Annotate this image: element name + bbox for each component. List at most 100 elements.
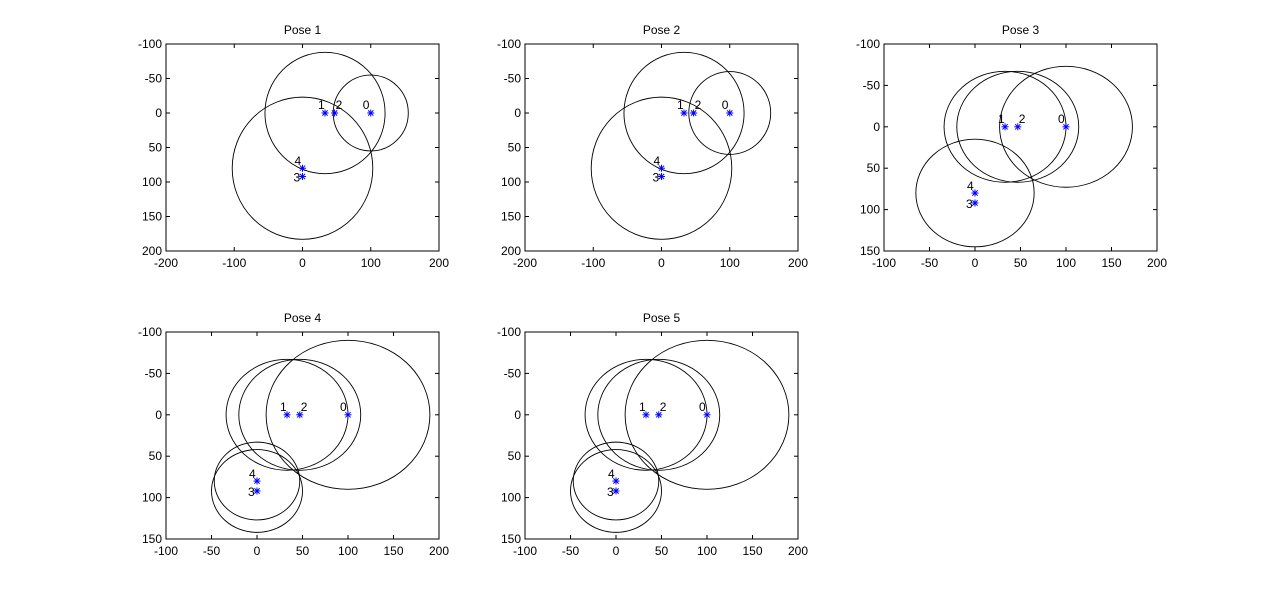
y-tick-label: 200 [501,244,521,258]
point-label: 2 [660,400,667,414]
x-tick-label: 0 [613,544,620,558]
subplot-3: Pose 3 -100 -50 0 50 100 150 200 -100 -50 0 50 100 15… [856,23,1167,270]
point-marker [655,411,663,419]
x-tick-label: 100 [697,544,717,558]
y-tick-label: 0 [873,120,880,134]
axes-box [165,331,440,540]
x-tick-label: 0 [299,256,306,270]
point-marker [253,487,261,495]
y-tick-label: -100 [138,37,162,51]
x-tick-label: 150 [383,544,403,558]
point-label: 1 [677,98,684,112]
x-tick-label: 50 [1014,256,1028,270]
point-label: 0 [363,98,370,112]
point-marker [690,109,698,117]
x-tick-label: 0 [658,256,665,270]
y-tick-label: 50 [508,449,522,463]
point-label: 2 [336,98,343,112]
point-marker [296,411,304,419]
x-tick-label: 150 [742,544,762,558]
point-marker [726,109,734,117]
axes-box [524,43,799,252]
y-tick-label: 100 [142,175,162,189]
x-tick-label: -100 [154,544,178,558]
x-tick-label: -200 [513,256,537,270]
point-label: 0 [1058,112,1065,126]
point-marker [703,411,711,419]
range-circle [999,65,1133,188]
x-tick-label: -100 [222,256,246,270]
axes-box [883,43,1158,252]
y-tick-label: -50 [504,366,522,380]
y-tick-label: 50 [149,141,163,155]
circles-group [231,51,409,240]
range-circle [570,449,662,533]
range-circle [231,96,374,240]
x-tick-label: 200 [1147,256,1167,270]
x-tick-label: -100 [581,256,605,270]
x-tick-label: -50 [921,256,939,270]
circles-group [915,65,1133,248]
y-tick-label: 0 [514,106,521,120]
point-marker [331,109,339,117]
point-marker [253,477,261,485]
point-label: 4 [654,154,661,168]
range-circle [211,449,303,533]
range-circle [597,358,721,471]
subplot-title: Pose 4 [284,311,322,325]
subplot-title: Pose 2 [643,23,681,37]
point-label: 3 [653,170,660,184]
y-tick-label: 0 [155,408,162,422]
range-circle [265,339,431,490]
point-marker [680,109,688,117]
point-label: 4 [967,179,974,193]
point-label: 3 [294,170,301,184]
point-label: 3 [966,197,973,211]
x-tick-label: 100 [361,256,381,270]
point-marker [642,411,650,419]
range-circle [956,70,1080,183]
y-tick-label: 150 [142,532,162,546]
point-label: 0 [699,400,706,414]
point-label: 1 [318,98,325,112]
point-label: 1 [639,400,646,414]
y-tick-label: 150 [501,210,521,224]
range-circle [213,441,301,521]
point-marker [971,189,979,197]
point-label: 0 [722,98,729,112]
range-circle [688,71,772,155]
axes-box [524,331,799,540]
point-marker [344,411,352,419]
subplot-1: Pose 1 -200 -100 0 100 200 -100 -50 0 50 100 150 200… [138,23,449,270]
x-tick-label: -100 [872,256,896,270]
point-label: 2 [695,98,702,112]
y-tick-label: 0 [514,408,521,422]
point-marker [1014,123,1022,131]
y-tick-label: 200 [142,244,162,258]
axes-box [165,43,440,252]
y-tick-label: -50 [145,366,163,380]
range-circle [624,339,790,490]
x-tick-label: 100 [1056,256,1076,270]
y-tick-label: 50 [867,161,881,175]
point-label: 3 [248,485,255,499]
x-tick-label: 200 [429,544,449,558]
x-tick-label: -50 [562,544,580,558]
x-tick-label: -50 [203,544,221,558]
x-tick-label: 200 [429,256,449,270]
range-circle [572,441,660,521]
point-marker [612,477,620,485]
x-tick-label: -100 [513,544,537,558]
point-marker [1062,123,1070,131]
circles-group [570,339,790,533]
y-tick-label: 150 [501,532,521,546]
x-tick-label: 200 [788,256,808,270]
x-tick-label: 0 [972,256,979,270]
x-tick-label: 100 [338,544,358,558]
x-tick-label: -200 [154,256,178,270]
point-marker [283,411,291,419]
y-tick-label: -100 [138,325,162,339]
point-label: 0 [340,400,347,414]
